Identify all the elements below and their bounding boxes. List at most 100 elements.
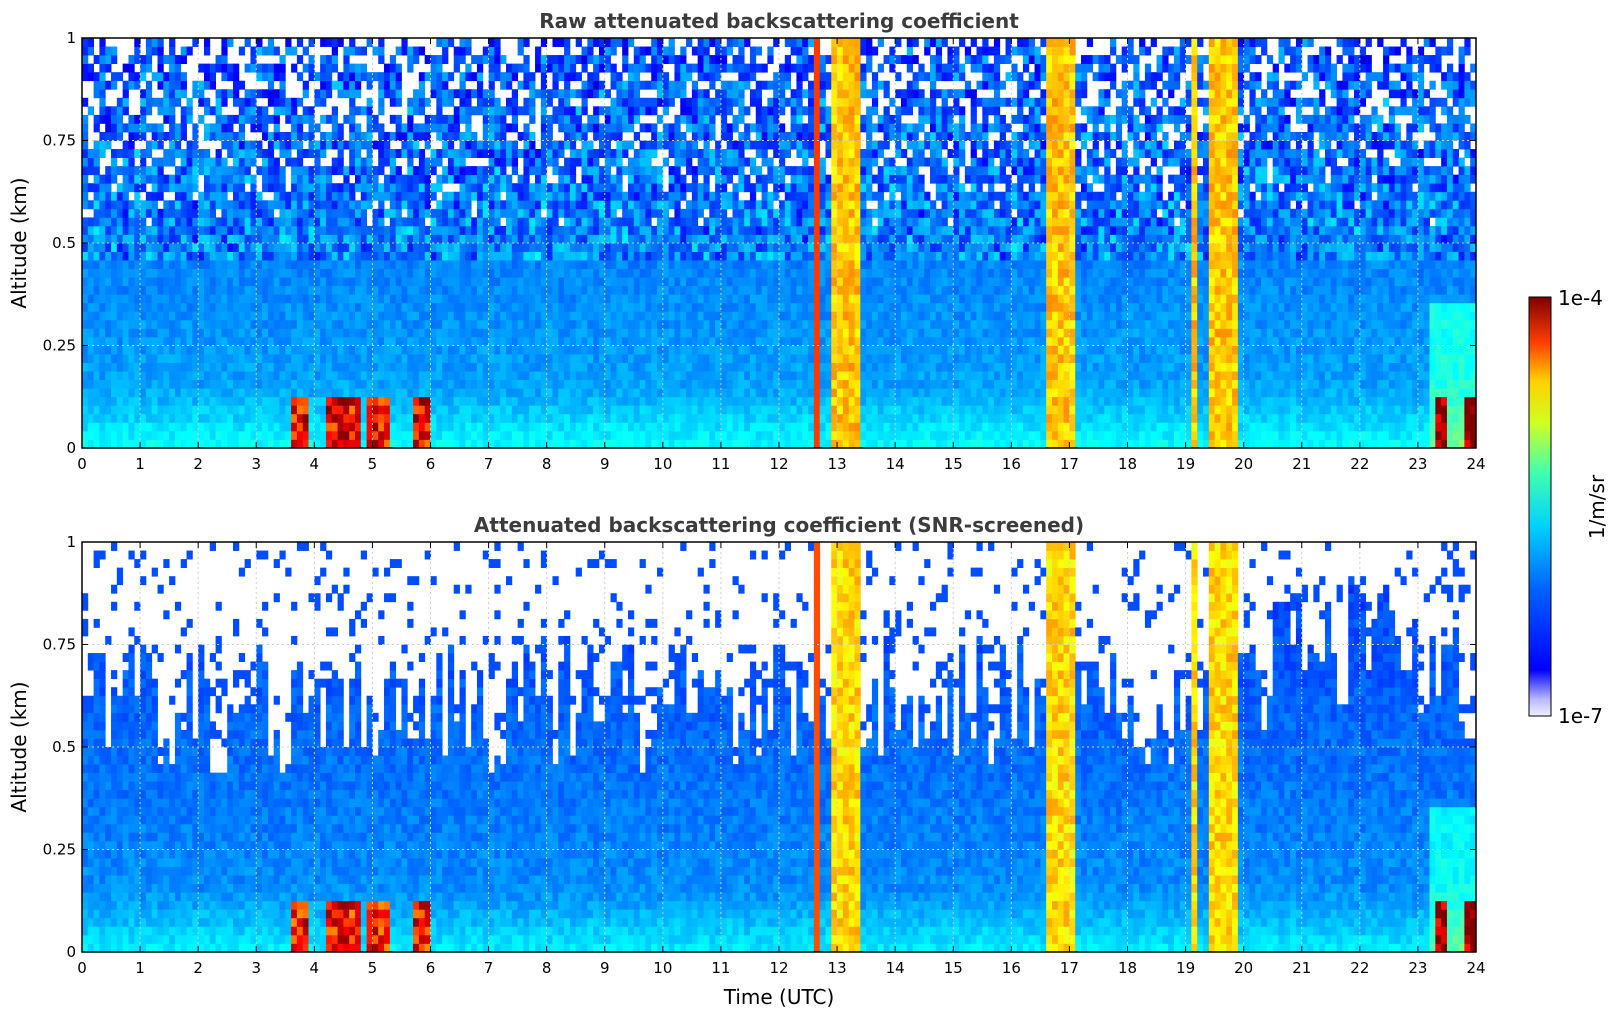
heatmap-cell — [634, 286, 640, 295]
heatmap-cell — [372, 397, 378, 406]
heatmap-cell — [198, 226, 204, 235]
heatmap-cell — [396, 303, 402, 312]
heatmap-cell — [262, 132, 268, 141]
heatmap-cell — [541, 166, 547, 175]
heatmap-cell — [245, 226, 251, 235]
heatmap-cell — [512, 363, 518, 372]
heatmap-cell — [442, 337, 448, 346]
heatmap-cell — [175, 123, 181, 132]
heatmap-cell — [547, 346, 553, 355]
heatmap-cell — [94, 209, 100, 218]
heatmap-cell — [204, 106, 210, 115]
heatmap-cell — [454, 55, 460, 64]
heatmap-cell — [721, 226, 727, 235]
heatmap-cell — [314, 158, 320, 167]
heatmap-cell — [663, 55, 669, 64]
heatmap-cell — [541, 149, 547, 158]
heatmap-cell — [233, 252, 239, 261]
heatmap-cell — [605, 141, 611, 150]
heatmap-cell — [401, 200, 407, 209]
heatmap-cell — [738, 200, 744, 209]
heatmap-cell — [738, 243, 744, 252]
heatmap-cell — [105, 346, 111, 355]
heatmap-cell — [460, 354, 466, 363]
heatmap-cell — [291, 354, 297, 363]
heatmap-cell — [523, 294, 529, 303]
heatmap-cell — [123, 388, 129, 397]
heatmap-cell — [465, 149, 471, 158]
heatmap-cell — [123, 303, 129, 312]
heatmap-cell — [692, 98, 698, 107]
heatmap-cell — [680, 141, 686, 150]
heatmap-cell — [378, 414, 384, 423]
heatmap-cell — [425, 141, 431, 150]
heatmap-cell — [692, 149, 698, 158]
heatmap-cell — [303, 311, 309, 320]
heatmap-cell — [291, 294, 297, 303]
heatmap-cell — [94, 175, 100, 184]
heatmap-cell — [599, 277, 605, 286]
heatmap-cell — [477, 260, 483, 269]
heatmap-cell — [425, 123, 431, 132]
heatmap-cell — [605, 243, 611, 252]
heatmap-cell — [558, 269, 564, 278]
heatmap-cell — [489, 217, 495, 226]
heatmap-cell — [698, 431, 704, 440]
heatmap-cell — [82, 320, 88, 329]
heatmap-cell — [338, 260, 344, 269]
heatmap-cell — [181, 106, 187, 115]
heatmap-cell — [332, 363, 338, 372]
heatmap-cell — [523, 405, 529, 414]
heatmap-cell — [570, 337, 576, 346]
heatmap-cell — [709, 64, 715, 73]
heatmap-cell — [279, 320, 285, 329]
heatmap-cell — [181, 175, 187, 184]
heatmap-cell — [297, 439, 303, 448]
heatmap-cell — [181, 234, 187, 243]
heatmap-cell — [396, 200, 402, 209]
heatmap-cell — [558, 388, 564, 397]
heatmap-cell — [268, 388, 274, 397]
heatmap-cell — [616, 269, 622, 278]
heatmap-cell — [332, 286, 338, 295]
heatmap-cell — [436, 422, 442, 431]
heatmap-cell — [494, 363, 500, 372]
heatmap-cell — [523, 149, 529, 158]
heatmap-cell — [303, 294, 309, 303]
heatmap-cell — [489, 346, 495, 355]
heatmap-cell — [407, 431, 413, 440]
heatmap-cell — [500, 328, 506, 337]
heatmap-cell — [628, 439, 634, 448]
heatmap-cell — [343, 89, 349, 98]
heatmap-cell — [727, 64, 733, 73]
heatmap-cell — [663, 217, 669, 226]
heatmap-cell — [250, 431, 256, 440]
heatmap-cell — [210, 166, 216, 175]
heatmap-cell — [390, 260, 396, 269]
heatmap-cell — [669, 277, 675, 286]
heatmap-cell — [715, 158, 721, 167]
heatmap-cell — [558, 260, 564, 269]
heatmap-cell — [483, 200, 489, 209]
heatmap-cell — [442, 72, 448, 81]
heatmap-cell — [692, 294, 698, 303]
heatmap-cell — [343, 175, 349, 184]
heatmap-cell — [169, 183, 175, 192]
heatmap-cell — [727, 303, 733, 312]
heatmap-cell — [541, 405, 547, 414]
heatmap-cell — [349, 132, 355, 141]
heatmap-cell — [431, 363, 437, 372]
heatmap-cell — [605, 252, 611, 261]
heatmap-cell — [326, 141, 332, 150]
heatmap-cell — [349, 277, 355, 286]
heatmap-cell — [558, 337, 564, 346]
heatmap-cell — [750, 141, 756, 150]
heatmap-cell — [564, 132, 570, 141]
heatmap-cell — [250, 303, 256, 312]
heatmap-cell — [686, 346, 692, 355]
heatmap-cell — [738, 55, 744, 64]
heatmap-cell — [396, 226, 402, 235]
heatmap-cell — [297, 209, 303, 218]
heatmap-cell — [297, 431, 303, 440]
heatmap-cell — [715, 149, 721, 158]
